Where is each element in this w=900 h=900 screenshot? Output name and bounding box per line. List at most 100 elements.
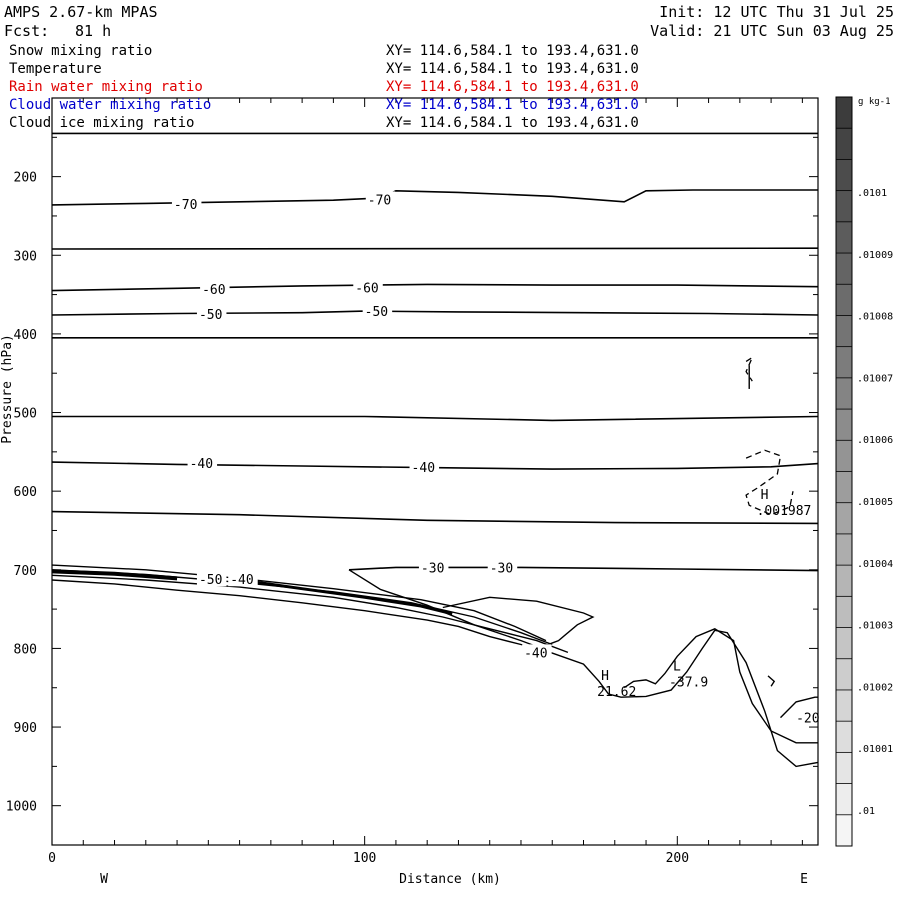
colorbar-label: .01007 bbox=[857, 373, 893, 384]
contour-label: -20 bbox=[796, 712, 819, 727]
forecast-hours: 81 h bbox=[75, 22, 112, 40]
x-tick-label: 200 bbox=[666, 851, 689, 866]
contour-label: -60 bbox=[202, 283, 225, 298]
contour-label: -70 bbox=[174, 198, 197, 213]
terrain-contour bbox=[51, 574, 569, 654]
contour-labels: -70 -70 -60 -60 -50 -50 -40 -40 -30 -30 -50 -40 -40 -… bbox=[171, 191, 824, 727]
colorbar-label: .01005 bbox=[857, 497, 893, 508]
legend-field-name: Temperature bbox=[9, 61, 102, 77]
legend-field-name: Cloud ice mixing ratio bbox=[9, 115, 195, 131]
contour-label: -70 bbox=[368, 193, 391, 208]
isotherm-line bbox=[51, 510, 819, 525]
colorbar-segment bbox=[836, 221, 852, 254]
colorbar-segment bbox=[836, 783, 852, 816]
contour-label-bg bbox=[487, 559, 518, 575]
colorbar-segment bbox=[836, 471, 852, 504]
colorbar-label: .01002 bbox=[857, 682, 893, 693]
isotherm-line bbox=[348, 566, 819, 572]
colorbar-segment bbox=[836, 440, 852, 472]
contour-label: -40 bbox=[190, 457, 213, 472]
model-title: AMPS 2.67-km MPAS bbox=[4, 3, 158, 21]
legend-field-range: XY= 114.6,584.1 to 193.4,631.0 bbox=[386, 61, 639, 77]
east-label: E bbox=[800, 872, 808, 887]
contour-label-bg bbox=[418, 559, 449, 575]
colorbar-label: .01 bbox=[857, 806, 875, 817]
plot-frame bbox=[51, 97, 819, 846]
extremum-value: -37.9 bbox=[669, 675, 708, 690]
contour-label-bg bbox=[522, 644, 552, 660]
terrain-contour bbox=[51, 569, 553, 646]
colorbar-segment bbox=[836, 814, 852, 847]
isotherm-line bbox=[52, 415, 819, 422]
colorbar-segment bbox=[836, 627, 852, 660]
colorbar-segment bbox=[836, 190, 852, 223]
packed-contour-band bbox=[245, 579, 453, 616]
legend-field-name: Cloud water mixing ratio bbox=[9, 97, 212, 113]
contour-label: -40 bbox=[524, 646, 547, 661]
terrain-contour bbox=[623, 628, 818, 744]
contour-label-bg bbox=[794, 709, 824, 725]
contour-label: -40 bbox=[412, 461, 435, 476]
colorbar-segment bbox=[836, 315, 852, 348]
legend-field-range: XY= 114.6,584.1 to 193.4,631.0 bbox=[386, 115, 639, 131]
isotherm-line bbox=[51, 310, 819, 316]
colorbar-segment bbox=[836, 565, 852, 597]
contour-label: -50 bbox=[199, 573, 222, 588]
cloud-ice-contour bbox=[745, 449, 794, 516]
x-axis-label: Distance (km) bbox=[399, 872, 501, 887]
contour-label: -40 bbox=[230, 573, 253, 588]
colorbar-frame bbox=[835, 96, 853, 847]
y-tick-label: 800 bbox=[14, 642, 37, 657]
legend-field-range: XY= 114.6,584.1 to 193.4,631.0 bbox=[386, 79, 639, 95]
colorbar-label: .01004 bbox=[857, 559, 893, 570]
isotherm-lines bbox=[51, 132, 819, 572]
colorbar-segment bbox=[836, 533, 852, 566]
contour-label-bg bbox=[196, 571, 227, 587]
legend-field-range: XY= 114.6,584.1 to 193.4,631.0 bbox=[386, 97, 639, 113]
colorbar-segment bbox=[836, 752, 852, 785]
contour-label-bg bbox=[362, 303, 393, 319]
legend-field-name: Snow mixing ratio bbox=[9, 43, 153, 59]
colorbar-label: .01009 bbox=[857, 250, 893, 261]
terrain-contour bbox=[780, 696, 818, 719]
colorbar-segment bbox=[836, 409, 852, 441]
contour-label-bg bbox=[187, 454, 218, 470]
colorbar-label: .0101 bbox=[857, 188, 887, 199]
colorbar-label: .01006 bbox=[857, 435, 893, 446]
extremum-type: L bbox=[673, 659, 681, 674]
x-tick-label: 100 bbox=[353, 851, 376, 866]
isotherm-line bbox=[51, 247, 819, 250]
terrain-contour bbox=[442, 596, 595, 646]
colorbar-segment bbox=[836, 721, 852, 753]
y-tick-label: 900 bbox=[14, 721, 37, 736]
contour-label: -60 bbox=[355, 282, 378, 297]
y-tick-label: 700 bbox=[14, 564, 37, 579]
terrain-contour bbox=[348, 569, 547, 651]
contour-label-bg bbox=[196, 306, 227, 322]
cloud-ice-contour bbox=[745, 355, 754, 382]
contour-label: -50 bbox=[365, 305, 388, 320]
forecast-label: Fcst: bbox=[4, 22, 50, 40]
y-axis-label: Pressure (hPa) bbox=[0, 334, 15, 444]
colorbar-segment bbox=[836, 502, 852, 535]
terrain-contour bbox=[51, 564, 547, 642]
colorbar-segment bbox=[836, 658, 852, 691]
colorbar-segment bbox=[836, 159, 852, 192]
colorbar-label: .01008 bbox=[857, 312, 893, 323]
contour-label-bg bbox=[171, 196, 202, 212]
packed-contour-band bbox=[51, 569, 178, 581]
isotherm-line bbox=[51, 283, 819, 292]
colorbar-segment bbox=[836, 284, 852, 316]
contour-label: -30 bbox=[490, 561, 513, 576]
legend-field-name: Rain water mixing ratio bbox=[9, 79, 203, 95]
contour-label-bg bbox=[228, 571, 258, 587]
y-tick-label: 400 bbox=[14, 328, 37, 343]
extremum-value: .001987 bbox=[757, 504, 812, 519]
contour-label-bg bbox=[409, 458, 440, 474]
y-tick-label: 1000 bbox=[6, 800, 37, 815]
contour-label: -50 bbox=[199, 308, 222, 323]
colorbar-unit: g kg-1 bbox=[858, 97, 891, 107]
terrain-contours bbox=[51, 355, 819, 768]
